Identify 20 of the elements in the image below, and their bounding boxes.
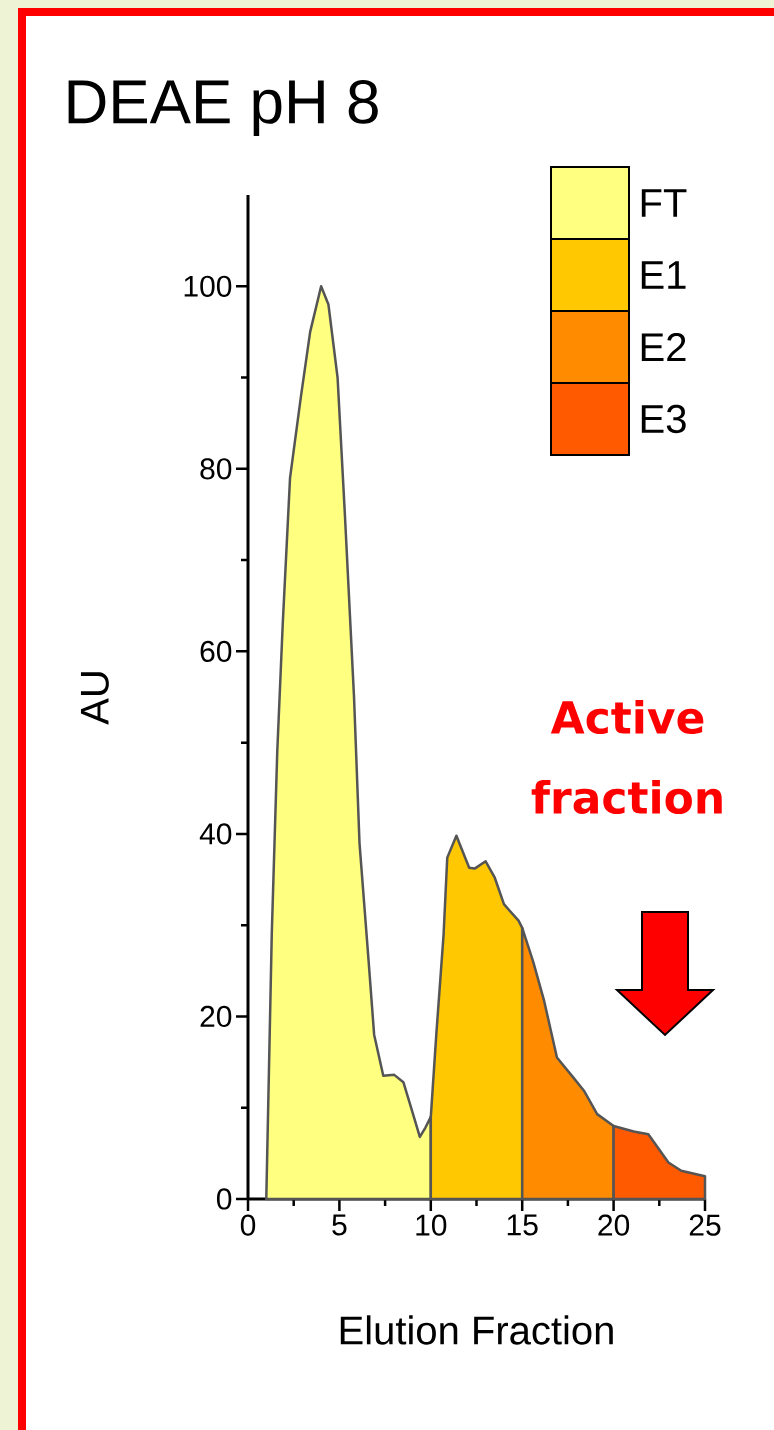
legend-label: FT (641, 189, 687, 217)
y-tick-label: 20 (200, 1005, 232, 1028)
legend-label: E1 (641, 261, 686, 289)
y-axis-title: AU (80, 672, 109, 725)
x-tick-label: 20 (598, 1214, 630, 1236)
y-tick-label: 40 (199, 823, 232, 845)
legend-label: E2 (641, 333, 686, 361)
x-axis-title: Elution Fraction (340, 1315, 613, 1345)
y-tick-label: 60 (200, 640, 232, 662)
x-tick-label: 5 (332, 1214, 347, 1236)
x-tick-label: 25 (689, 1214, 721, 1236)
x-tick-label: 15 (507, 1214, 538, 1236)
x-tick-label: 0 (240, 1214, 256, 1236)
y-tick-label: 100 (184, 275, 232, 297)
legend-label: E3 (641, 404, 686, 434)
y-tick-label: 80 (200, 458, 232, 480)
x-tick-label: 10 (416, 1214, 447, 1236)
y-tick-label: 0 (216, 1188, 232, 1210)
annotation: Active fraction (531, 699, 722, 815)
chart-title: DEAE pH 8 (68, 79, 378, 137)
